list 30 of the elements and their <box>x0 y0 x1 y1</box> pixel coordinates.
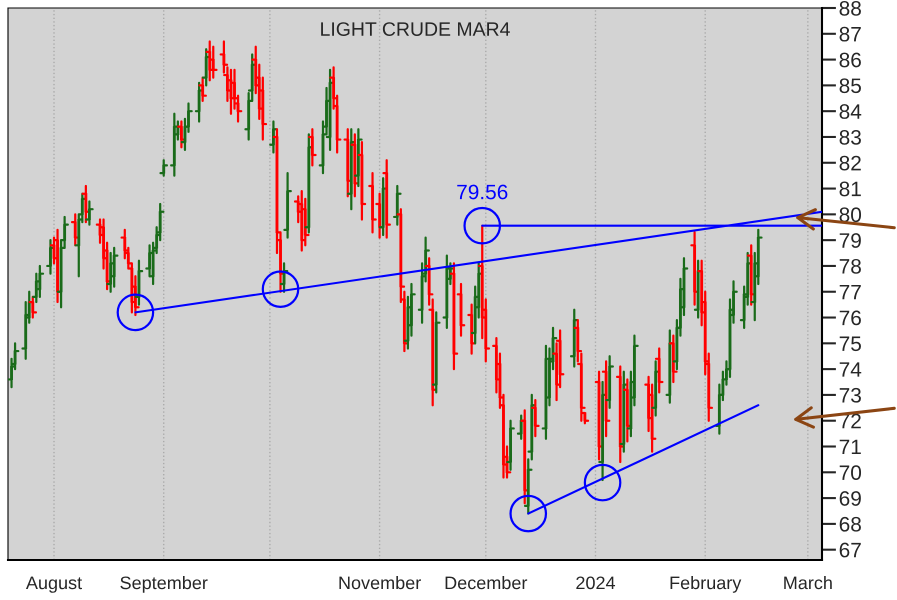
y-tick-label: 74 <box>840 362 862 377</box>
y-tick-label: 75 <box>840 336 861 352</box>
y-tick-label: 82 <box>840 156 861 171</box>
y-tick-label: 81 <box>840 182 861 196</box>
x-tick-label: February <box>670 576 742 593</box>
y-tick-label: 71 <box>840 440 861 454</box>
y-tick-label: 86 <box>840 52 861 68</box>
x-tick-label: August <box>26 576 82 593</box>
y-tick-label: 87 <box>840 26 861 42</box>
y-tick-label: 70 <box>840 465 862 480</box>
x-tick-label: 2024 <box>576 576 616 590</box>
y-tick-label: 69 <box>840 491 861 506</box>
x-tick-label: September <box>120 576 208 593</box>
y-tick-label: 67 <box>840 542 861 558</box>
annotation: 79.56 <box>457 184 508 200</box>
x-tick-label: March <box>784 576 832 590</box>
y-tick-label: 88 <box>840 1 861 16</box>
x-tick-label: November <box>339 576 421 590</box>
y-tick-label: 77 <box>840 284 861 300</box>
y-tick-label: 83 <box>840 130 861 145</box>
y-tick-label: 84 <box>840 104 862 119</box>
y-tick-label: 73 <box>840 388 861 403</box>
y-tick-label: 76 <box>840 310 861 326</box>
y-tick-label: 68 <box>840 516 861 532</box>
x-tick-label: December <box>446 576 528 590</box>
y-tick-label: 79 <box>840 233 861 248</box>
text: LIGHT CRUDE MAR4 <box>321 22 510 36</box>
y-tick-label: 85 <box>840 78 861 94</box>
y-tick-label: 78 <box>840 258 861 274</box>
y-tick-label: 80 <box>840 207 862 222</box>
